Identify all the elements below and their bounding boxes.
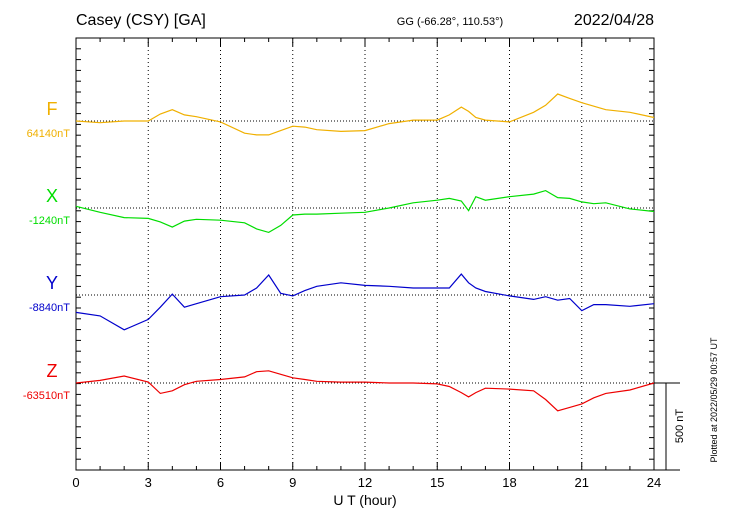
station-title: Casey (CSY) [GA] [76,12,206,29]
series-baseline-z: -63510nT [23,390,70,402]
coordinates-label: GG (-66.28°, 110.53°) [397,16,503,28]
series-labels: F 64140nT X -1240nT Y -8840nT Z -63510nT [23,99,70,402]
series-baseline-x: -1240nT [29,215,70,227]
series-name-f: F [47,99,58,119]
grid [147,38,583,470]
x-tick-label-21: 21 [575,475,589,490]
x-tick-label-9: 9 [289,475,296,490]
x-axis-label: U T (hour) [333,492,396,508]
series-name-y: Y [46,273,58,293]
series-baseline-f: 64140nT [27,128,71,140]
x-tick-label-0: 0 [72,475,79,490]
series-line-y [75,273,655,331]
series-line-z [75,370,655,412]
x-tick-label-6: 6 [217,475,224,490]
plotted-at-note: Plotted at 2022/05/29 00:57 UT [709,337,719,463]
x-tick-labels: 0 3 6 9 12 15 18 21 24 [72,475,661,490]
series-baseline-y: -8840nT [29,302,70,314]
x-tick-label-12: 12 [358,475,372,490]
axis-ticks [75,37,655,470]
series-line-x [75,189,655,234]
x-tick-label-15: 15 [430,475,444,490]
x-tick-label-3: 3 [145,475,152,490]
x-tick-label-24: 24 [647,475,661,490]
x-tick-label-18: 18 [502,475,516,490]
series-line-f [75,93,655,136]
date-label: 2022/04/28 [574,12,654,29]
scale-bar-label: 500 nT [674,409,686,444]
scale-bar: 500 nT [654,382,686,471]
series-lines [75,93,655,412]
series-name-z: Z [47,361,58,381]
series-name-x: X [46,186,58,206]
